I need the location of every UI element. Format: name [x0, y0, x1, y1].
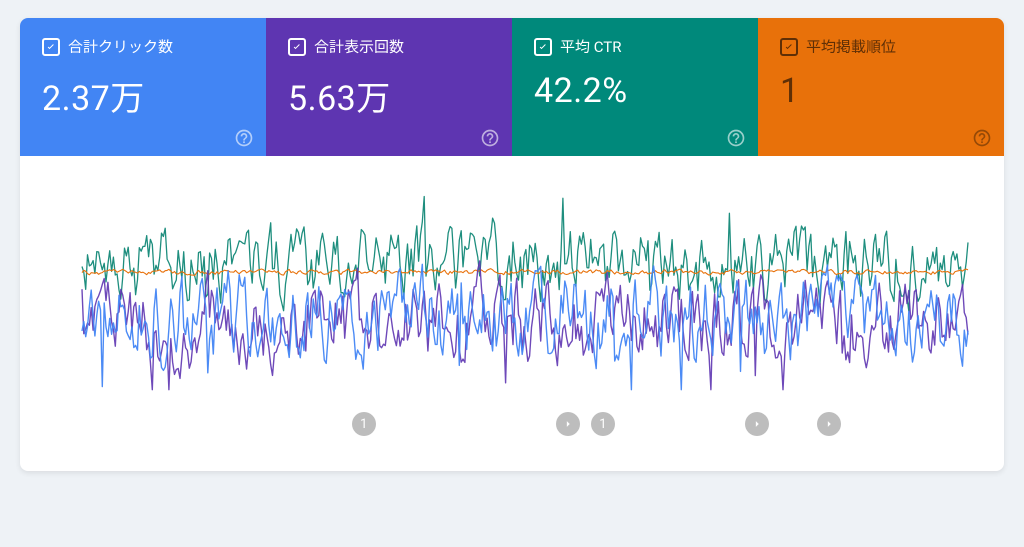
metric-tile-ctr[interactable]: 平均 CTR 42.2%	[512, 18, 758, 156]
metric-checkbox-ctr[interactable]	[534, 38, 552, 56]
help-icon[interactable]	[726, 128, 746, 148]
help-icon[interactable]	[234, 128, 254, 148]
metric-label-line: 平均 CTR	[534, 36, 738, 57]
metric-tile-position[interactable]: 平均掲載順位 1	[758, 18, 1004, 156]
metric-value: 42.2%	[534, 71, 738, 111]
timeseries-chart	[20, 166, 1004, 466]
metric-checkbox-clicks[interactable]	[42, 38, 60, 56]
timeline-marker-arrow[interactable]	[817, 412, 841, 436]
metric-checkbox-position[interactable]	[780, 38, 798, 56]
metric-label-line: 合計クリック数	[42, 36, 246, 57]
metric-value: 1	[780, 71, 984, 111]
metric-tiles-row: 合計クリック数 2.37万 合計表示回数 5.63万 平均 CTR 42.2% 平均掲載順位…	[20, 18, 1004, 156]
metric-tile-clicks[interactable]: 合計クリック数 2.37万	[20, 18, 266, 156]
metric-checkbox-impressions[interactable]	[288, 38, 306, 56]
search-console-performance-card: 合計クリック数 2.37万 合計表示回数 5.63万 平均 CTR 42.2% 平均掲載順位…	[20, 18, 1004, 471]
timeline-marker-count[interactable]: 1	[591, 412, 615, 436]
metric-label: 平均 CTR	[560, 36, 621, 57]
metric-label-line: 合計表示回数	[288, 36, 492, 57]
series-line-ctr	[82, 197, 968, 312]
timeline-marker-arrow[interactable]	[556, 412, 580, 436]
series-line-position	[82, 269, 968, 276]
metric-tile-impressions[interactable]: 合計表示回数 5.63万	[266, 18, 512, 156]
timeline-marker-arrow[interactable]	[745, 412, 769, 436]
help-icon[interactable]	[480, 128, 500, 148]
metric-label: 合計表示回数	[314, 36, 404, 57]
metric-label: 平均掲載順位	[806, 36, 896, 57]
metric-value: 5.63万	[288, 71, 492, 120]
timeseries-chart-container: 11 2021/04/202021/07/092021/09/262021/12…	[20, 156, 1004, 471]
metric-label-line: 平均掲載順位	[780, 36, 984, 57]
metric-label: 合計クリック数	[68, 36, 173, 57]
timeline-marker-count[interactable]: 1	[352, 412, 376, 436]
metric-value: 2.37万	[42, 71, 246, 120]
help-icon[interactable]	[972, 128, 992, 148]
